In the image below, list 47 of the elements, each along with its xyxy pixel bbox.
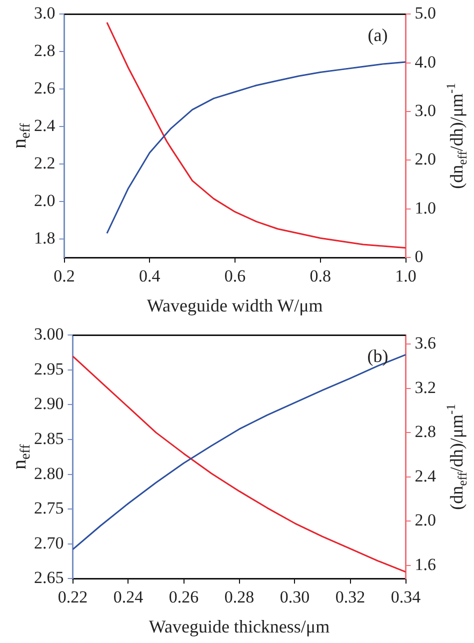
x-tick-label: 0.34: [390, 587, 422, 606]
y-tick-label: 2.75: [34, 498, 64, 518]
y-tick-label: 3.00: [34, 324, 64, 344]
y2-tick-label: 4.0: [414, 52, 436, 72]
x-tick-label: 0.4: [139, 266, 161, 286]
y-axis-title: neff: [8, 122, 34, 149]
y2-tick-label: 3.2: [414, 378, 436, 397]
x-tick-label: 0.32: [335, 587, 366, 606]
y-tick-label: 2.4: [34, 116, 56, 136]
y2-tick-label: 1.0: [414, 198, 436, 218]
y2-tick-label: 2.8: [414, 422, 436, 442]
y-tick-label: 2.85: [34, 428, 64, 448]
y2-tick-label: 5.0: [414, 4, 436, 23]
y2-axis-title: (dneff/dh)/μm-1: [444, 404, 470, 510]
x-tick-label: 0.2: [54, 266, 75, 286]
x-tick-label: 0.24: [113, 587, 144, 606]
y-tick-label: 2.0: [34, 190, 56, 210]
y-tick-label: 2.2: [34, 153, 56, 172]
y2-tick-label: 1.6: [414, 554, 436, 574]
x-tick-label: 0.22: [58, 587, 88, 606]
y2-tick-label: 2.0: [414, 510, 436, 530]
y2-axis-title: (dneff/dh)/μm-1: [444, 82, 470, 189]
x-tick-label: 0.8: [310, 266, 331, 286]
y2-tick-label: 3.6: [414, 334, 436, 353]
x-tick-label: 0.6: [224, 266, 246, 286]
annotation: (b): [367, 346, 388, 366]
x-tick-label: 0.30: [280, 587, 310, 606]
y-axis-title: neff: [8, 444, 34, 470]
y-tick-label: 1.8: [34, 228, 56, 248]
y-tick-label: 2.8: [34, 41, 56, 60]
x-axis-title: Waveguide width W/μm: [146, 296, 323, 316]
x-tick-label: 0.28: [224, 587, 254, 606]
y-tick-label: 2.6: [34, 78, 56, 98]
y2-tick-label: 3.0: [414, 101, 436, 120]
y-tick-label: 2.70: [34, 533, 64, 552]
y-tick-label: 2.80: [34, 464, 64, 483]
x-tick-label: 1.0: [395, 266, 416, 286]
y-tick-label: 2.65: [34, 568, 64, 588]
y-tick-label: 2.95: [34, 359, 64, 378]
y-tick-label: 2.90: [34, 394, 64, 414]
annotation: (a): [368, 24, 388, 45]
y2-tick-label: 2.0: [414, 150, 436, 169]
y-tick-label: 3.0: [34, 4, 56, 23]
x-tick-label: 0.26: [168, 587, 199, 606]
x-axis-title: Waveguide thickness/μm: [148, 616, 330, 637]
y2-tick-label: 2.4: [414, 466, 436, 486]
y2-tick-label: 0: [414, 247, 424, 266]
